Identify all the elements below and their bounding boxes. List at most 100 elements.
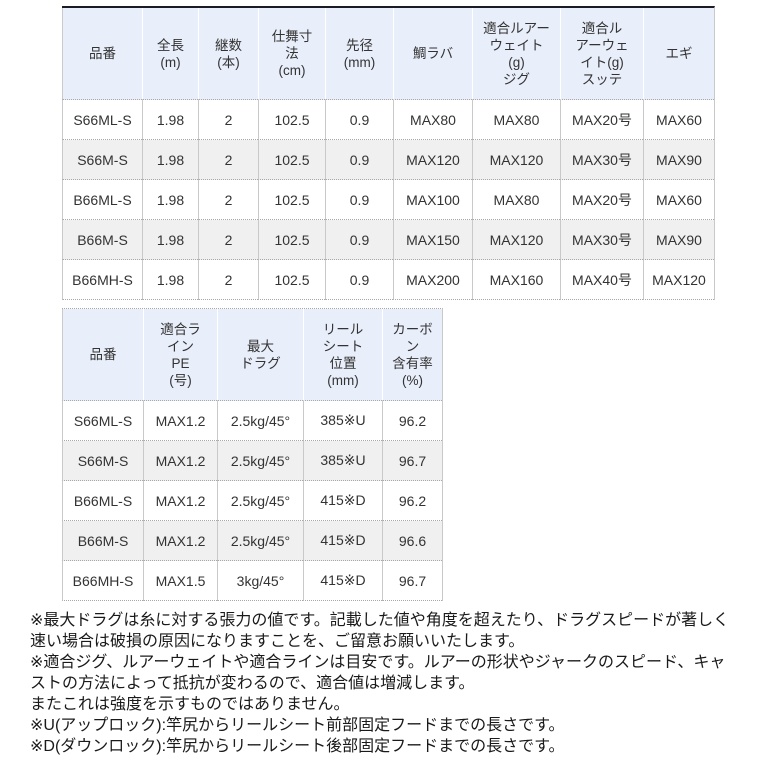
table-row: B66ML-S 1.98 2 102.5 0.9 MAX100 MAX80 MAX20号 MAX…	[62, 180, 714, 220]
cell-jig-weight: MAX120	[472, 220, 560, 260]
cell-closed-length: 102.5	[258, 260, 325, 300]
cell-tairaba: MAX200	[393, 260, 472, 300]
cell-jig-weight: MAX80	[472, 100, 560, 140]
cell-egi: MAX60	[643, 180, 714, 220]
footnote-line: ※最大ドラグは糸に対する張力の値です。記載した値や角度を超えたり、ドラグスピード…	[30, 612, 730, 650]
cell-pe-line: MAX1.5	[143, 561, 217, 601]
cell-sections: 2	[198, 180, 258, 220]
cell-model: S66ML-S	[62, 100, 142, 140]
table-row: B66MH-S MAX1.5 3kg/45° 415※D 96.7	[62, 561, 442, 601]
cell-tairaba: MAX150	[393, 220, 472, 260]
cell-length: 1.98	[142, 260, 198, 300]
cell-sections: 2	[198, 220, 258, 260]
cell-carbon-content: 96.7	[382, 441, 442, 481]
table-row: B66ML-S MAX1.2 2.5kg/45° 415※D 96.2	[62, 481, 442, 521]
cell-max-drag: 3kg/45°	[217, 561, 303, 601]
cell-length: 1.98	[142, 140, 198, 180]
footnote-line: ※D(ダウンロック):竿尻からリールシート後部固定フードまでの長さです。	[30, 738, 565, 755]
cell-tairaba: MAX80	[393, 100, 472, 140]
header-max-drag: 最大 ドラグ	[217, 309, 303, 401]
cell-sutte-weight: MAX20号	[560, 180, 643, 220]
cell-model: B66MH-S	[62, 260, 142, 300]
cell-length: 1.98	[142, 220, 198, 260]
cell-tairaba: MAX120	[393, 140, 472, 180]
cell-sections: 2	[198, 260, 258, 300]
header-egi: エギ	[643, 8, 714, 100]
cell-tip-diameter: 0.9	[325, 100, 393, 140]
table-row: S66M-S MAX1.2 2.5kg/45° 385※U 96.7	[62, 441, 442, 481]
cell-carbon-content: 96.6	[382, 521, 442, 561]
cell-tip-diameter: 0.9	[325, 180, 393, 220]
cell-tip-diameter: 0.9	[325, 260, 393, 300]
cell-sections: 2	[198, 100, 258, 140]
cell-closed-length: 102.5	[258, 180, 325, 220]
cell-model: S66M-S	[62, 441, 143, 481]
cell-closed-length: 102.5	[258, 220, 325, 260]
footnote-line: またこれは強度を示すものではありません。	[30, 696, 350, 713]
table-row: S66ML-S MAX1.2 2.5kg/45° 385※U 96.2	[62, 401, 442, 441]
header-length: 全長 (m)	[142, 8, 198, 100]
cell-jig-weight: MAX80	[472, 180, 560, 220]
cell-model: B66ML-S	[62, 481, 143, 521]
cell-pe-line: MAX1.2	[143, 401, 217, 441]
cell-sutte-weight: MAX40号	[560, 260, 643, 300]
header-model: 品番	[62, 8, 142, 100]
cell-model: B66MH-S	[62, 561, 143, 601]
cell-carbon-content: 96.2	[382, 401, 442, 441]
cell-sutte-weight: MAX30号	[560, 220, 643, 260]
table-row: S66M-S 1.98 2 102.5 0.9 MAX120 MAX120 MAX30号 MAX…	[62, 140, 714, 180]
cell-sutte-weight: MAX20号	[560, 100, 643, 140]
header-reel-seat-position: リール シート 位置 (mm)	[303, 309, 382, 401]
cell-model: B66ML-S	[62, 180, 142, 220]
cell-tairaba: MAX100	[393, 180, 472, 220]
cell-reel-seat-position: 415※D	[303, 561, 382, 601]
cell-max-drag: 2.5kg/45°	[217, 401, 303, 441]
cell-sutte-weight: MAX30号	[560, 140, 643, 180]
cell-reel-seat-position: 415※D	[303, 521, 382, 561]
cell-egi: MAX120	[643, 260, 714, 300]
footnote-line: ※U(アップロック):竿尻からリールシート前部固定フードまでの長さです。	[30, 717, 565, 734]
cell-carbon-content: 96.2	[382, 481, 442, 521]
header-sections: 継数 (本)	[198, 8, 258, 100]
cell-jig-weight: MAX160	[472, 260, 560, 300]
cell-model: S66ML-S	[62, 401, 143, 441]
cell-model: S66M-S	[62, 140, 142, 180]
cell-tip-diameter: 0.9	[325, 220, 393, 260]
footnotes: ※最大ドラグは糸に対する張力の値です。記載した値や角度を超えたり、ドラグスピード…	[30, 610, 740, 757]
header-jig-weight: 適合ルアー ウェイト (g) ジグ	[472, 8, 560, 100]
cell-length: 1.98	[142, 180, 198, 220]
header-tip-diameter: 先径 (mm)	[325, 8, 393, 100]
header-model: 品番	[62, 309, 143, 401]
table-row: B66M-S MAX1.2 2.5kg/45° 415※D 96.6	[62, 521, 442, 561]
table-row: B66M-S 1.98 2 102.5 0.9 MAX150 MAX120 MAX30号 MAX…	[62, 220, 714, 260]
footnote-line: ※適合ジグ、ルアーウェイトや適合ラインは目安です。ルアーの形状やジャークのスピー…	[30, 654, 726, 692]
cell-tip-diameter: 0.9	[325, 140, 393, 180]
cell-pe-line: MAX1.2	[143, 481, 217, 521]
cell-pe-line: MAX1.2	[143, 441, 217, 481]
cell-jig-weight: MAX120	[472, 140, 560, 180]
cell-length: 1.98	[142, 100, 198, 140]
cell-reel-seat-position: 415※D	[303, 481, 382, 521]
header-row: 品番 適合ラ イン PE (号) 最大 ドラグ リール シート 位置 (mm) カーボ …	[62, 309, 442, 401]
cell-pe-line: MAX1.2	[143, 521, 217, 561]
cell-closed-length: 102.5	[258, 100, 325, 140]
table-row: B66MH-S 1.98 2 102.5 0.9 MAX200 MAX160 MAX40号 MA…	[62, 260, 714, 300]
cell-egi: MAX90	[643, 140, 714, 180]
cell-max-drag: 2.5kg/45°	[217, 441, 303, 481]
rod-line-drag-spec-table: 品番 適合ラ イン PE (号) 最大 ドラグ リール シート 位置 (mm) カーボ …	[62, 308, 443, 601]
rod-dimensions-spec-table: 品番 全長 (m) 継数 (本) 仕舞寸 法 (cm) 先径 (mm) 鯛ラバ 適合ルアー …	[62, 6, 715, 300]
header-closed-length: 仕舞寸 法 (cm)	[258, 8, 325, 100]
cell-reel-seat-position: 385※U	[303, 401, 382, 441]
header-tairaba: 鯛ラバ	[393, 8, 472, 100]
cell-carbon-content: 96.7	[382, 561, 442, 601]
cell-model: B66M-S	[62, 220, 142, 260]
cell-closed-length: 102.5	[258, 140, 325, 180]
cell-egi: MAX60	[643, 100, 714, 140]
header-sutte-weight: 適合ル アーウェ イト(g) スッテ	[560, 8, 643, 100]
cell-model: B66M-S	[62, 521, 143, 561]
cell-sections: 2	[198, 140, 258, 180]
header-carbon-content: カーボ ン 含有率 (%)	[382, 309, 442, 401]
cell-egi: MAX90	[643, 220, 714, 260]
cell-max-drag: 2.5kg/45°	[217, 481, 303, 521]
